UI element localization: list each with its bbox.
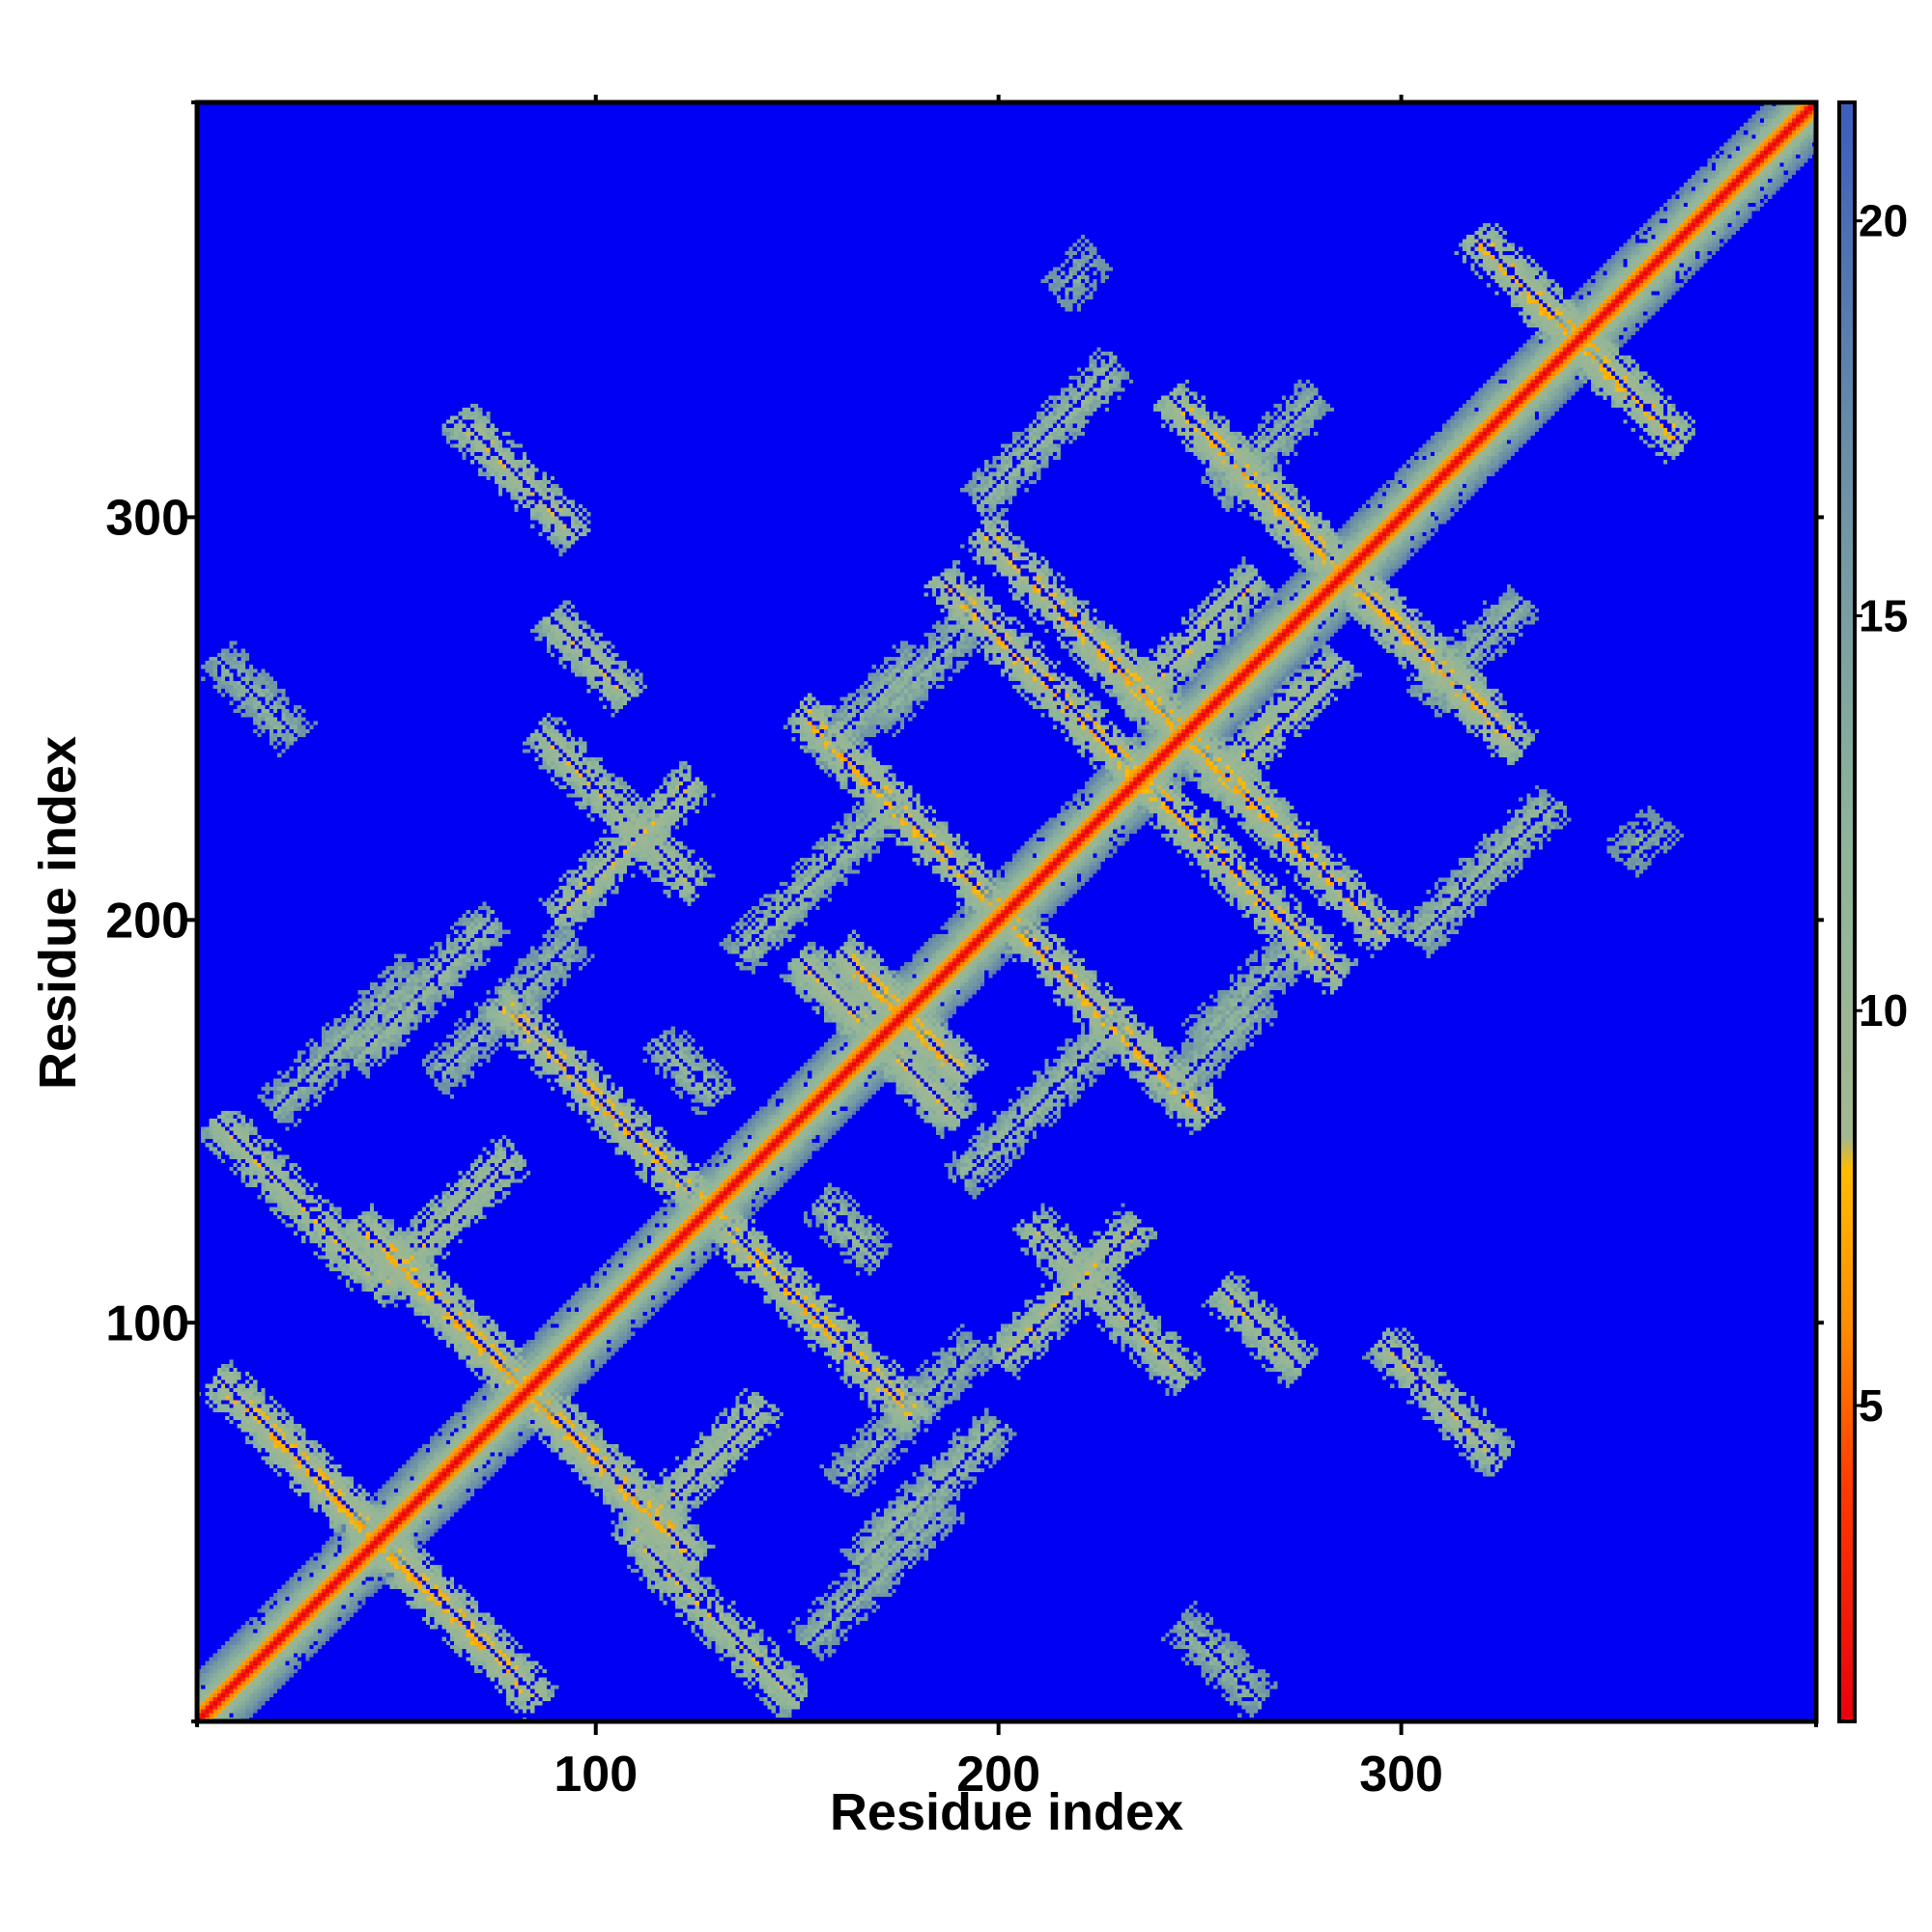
colorbar-tick-label: 15 — [1859, 590, 1908, 640]
y-tick-label: 200 — [105, 893, 189, 949]
colorbar-gradient — [1839, 102, 1855, 1721]
y-axis-label: Residue index — [29, 736, 87, 1090]
colorbar-frame — [1837, 100, 1857, 1723]
heatmap-cells — [197, 102, 1816, 1721]
y-tick-label: 100 — [105, 1295, 189, 1351]
y-axis: 100 200 300 — [105, 100, 1824, 1723]
colorbar-tick-label: 20 — [1859, 196, 1908, 246]
colorbar-tick-label: 10 — [1859, 985, 1908, 1036]
y-tick-label: 300 — [105, 490, 189, 546]
colorbar: 5 10 15 20 — [1837, 100, 1908, 1723]
plot-area — [194, 99, 1819, 1724]
x-tick-label: 200 — [956, 1747, 1040, 1803]
colorbar-ticks: 5 10 15 20 — [1855, 196, 1908, 1431]
x-tick-label: 100 — [554, 1747, 638, 1803]
x-tick-label: 300 — [1359, 1747, 1443, 1803]
x-axis: 100 200 300 — [195, 95, 1818, 1803]
plot-frame — [194, 99, 1819, 1724]
colorbar-tick-label: 5 — [1859, 1380, 1884, 1431]
x-axis-label: Residue index — [830, 1783, 1183, 1841]
